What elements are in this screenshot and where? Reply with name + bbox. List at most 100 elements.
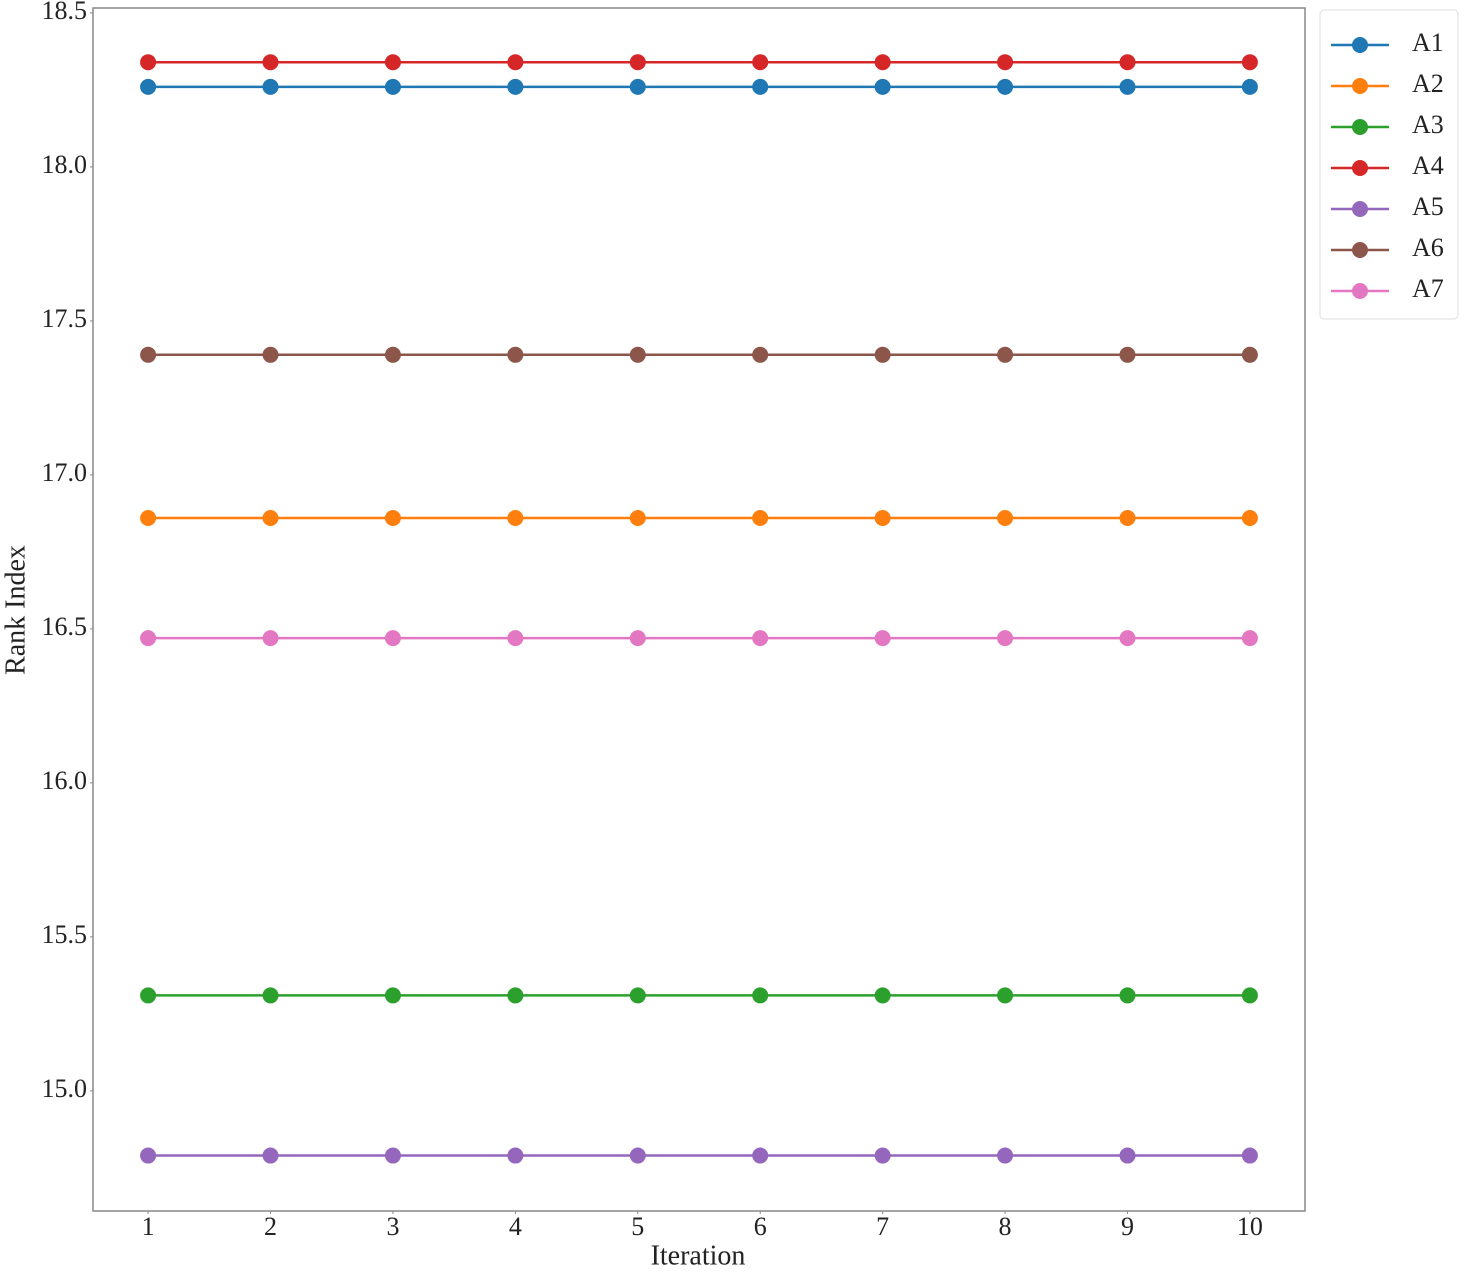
point (507, 346, 524, 363)
point (507, 987, 524, 1004)
point (262, 630, 279, 647)
legend-label: A4 (1412, 151, 1444, 180)
y-tick-label: 17.0 (42, 458, 88, 487)
point (1241, 78, 1258, 95)
point (262, 1147, 279, 1164)
point (384, 54, 401, 71)
point (1241, 630, 1258, 647)
legend-label: A5 (1412, 192, 1444, 221)
point (997, 630, 1014, 647)
point (140, 630, 157, 647)
point (629, 1147, 646, 1164)
legend-label: A3 (1412, 110, 1444, 139)
point (1241, 510, 1258, 527)
point (384, 987, 401, 1004)
point (507, 510, 524, 527)
point (140, 510, 157, 527)
plot-frame (92, 7, 1306, 1212)
point (1119, 346, 1136, 363)
point (629, 987, 646, 1004)
x-tick-label: 2 (264, 1212, 277, 1241)
point (1119, 78, 1136, 95)
x-tick-label: 1 (142, 1212, 155, 1241)
point (507, 630, 524, 647)
point (874, 1147, 891, 1164)
point (874, 78, 891, 95)
point (384, 346, 401, 363)
point (384, 1147, 401, 1164)
point (874, 630, 891, 647)
point (752, 630, 769, 647)
legend-label: A1 (1412, 28, 1444, 57)
x-tick-label: 8 (999, 1212, 1012, 1241)
x-tick-label: 3 (386, 1212, 399, 1241)
point (874, 987, 891, 1004)
point (262, 346, 279, 363)
point (752, 510, 769, 527)
point (629, 346, 646, 363)
point (874, 510, 891, 527)
point (140, 78, 157, 95)
legend-marker (1352, 119, 1368, 135)
point (752, 346, 769, 363)
point (1119, 987, 1136, 1004)
point (140, 987, 157, 1004)
point (629, 630, 646, 647)
point (629, 510, 646, 527)
point (1241, 54, 1258, 71)
legend-label: A7 (1412, 274, 1444, 303)
point (262, 510, 279, 527)
point (874, 54, 891, 71)
point (507, 54, 524, 71)
y-tick-label: 18.5 (42, 0, 88, 25)
point (1119, 54, 1136, 71)
point (1119, 1147, 1136, 1164)
y-tick-label: 17.5 (42, 304, 88, 333)
y-tick-label: 18.0 (42, 150, 88, 179)
x-tick-label: 7 (876, 1212, 889, 1241)
y-tick-label: 15.5 (42, 920, 88, 949)
legend-marker (1352, 242, 1368, 258)
point (262, 54, 279, 71)
y-tick-label: 16.5 (42, 612, 88, 641)
y-axis-label: Rank Index (0, 545, 31, 675)
x-axis-label: Iteration (651, 1240, 746, 1271)
point (752, 1147, 769, 1164)
point (507, 78, 524, 95)
point (384, 510, 401, 527)
point (262, 987, 279, 1004)
point (140, 1147, 157, 1164)
y-tick-label: 15.0 (42, 1074, 88, 1103)
legend-marker (1352, 201, 1368, 217)
point (140, 346, 157, 363)
point (997, 346, 1014, 363)
legend-marker (1352, 78, 1368, 94)
point (997, 510, 1014, 527)
point (752, 54, 769, 71)
x-tick-label: 6 (754, 1212, 767, 1241)
point (507, 1147, 524, 1164)
point (997, 54, 1014, 71)
legend-marker (1352, 37, 1368, 53)
x-tick-label: 9 (1121, 1212, 1134, 1241)
x-tick-label: 4 (509, 1212, 522, 1241)
legend-label: A6 (1412, 233, 1444, 262)
point (1119, 630, 1136, 647)
point (874, 346, 891, 363)
legend-label: A2 (1412, 69, 1444, 98)
legend-marker (1352, 160, 1368, 176)
x-tick-label: 10 (1237, 1212, 1263, 1241)
point (752, 987, 769, 1004)
point (140, 54, 157, 71)
point (752, 78, 769, 95)
point (997, 987, 1014, 1004)
point (997, 1147, 1014, 1164)
point (384, 78, 401, 95)
point (629, 54, 646, 71)
point (1241, 346, 1258, 363)
point (384, 630, 401, 647)
point (1119, 510, 1136, 527)
point (1241, 1147, 1258, 1164)
